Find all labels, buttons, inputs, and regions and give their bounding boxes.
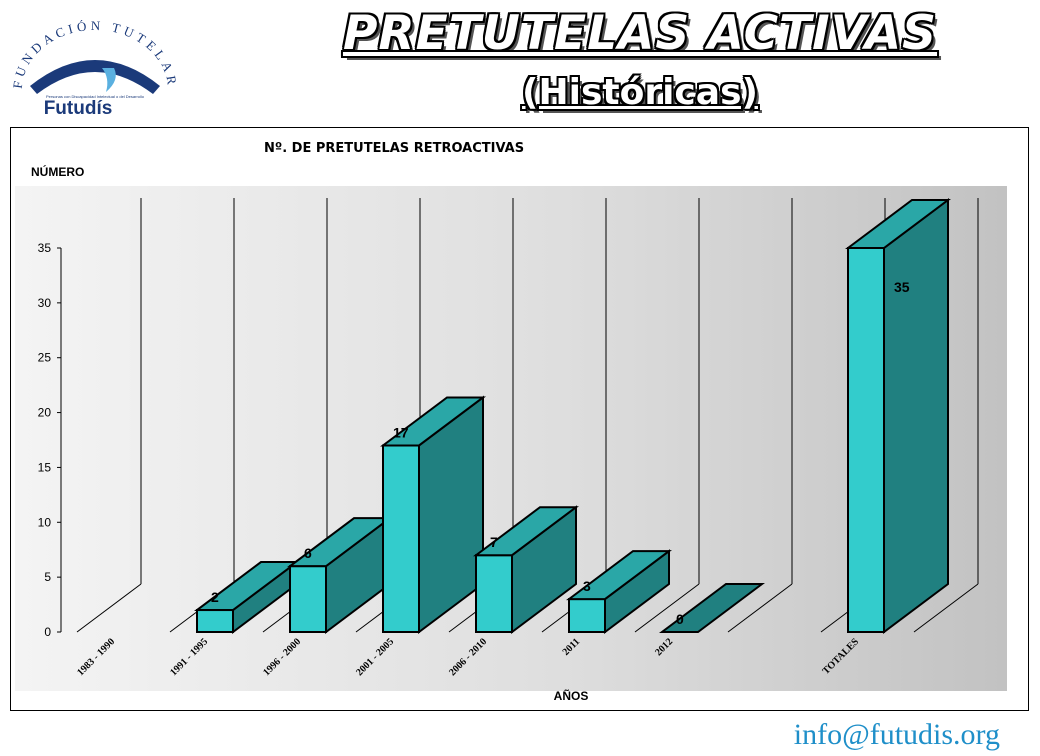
futudis-logo: FUNDACIÓN TUTELAR CASTELLANO LEONESA Per… — [10, 20, 180, 119]
y-tick-label: 20 — [38, 406, 52, 420]
y-tick-label: 15 — [38, 460, 52, 474]
bar-top — [566, 550, 672, 601]
y-tick-label: 10 — [38, 515, 52, 529]
y-axis: 0 5 10 15 20 25 30 35 — [38, 241, 62, 639]
data-label: 7 — [490, 534, 498, 550]
bar-4: 17 — [380, 395, 486, 634]
page-subtitle: (Históricas) — [522, 72, 758, 113]
logo-tagline: Personas con Discapacidad Intelectual o … — [46, 94, 145, 99]
floor-gridline — [913, 583, 979, 633]
x-axis-label: AÑOS — [554, 688, 589, 703]
bar-6: 3 — [566, 549, 672, 634]
contact-email[interactable]: info@futudis.org — [793, 718, 1000, 751]
bar-3: 6 — [287, 516, 393, 634]
bar-top — [473, 506, 579, 557]
data-label: 2 — [211, 589, 219, 605]
bar-5: 7 — [473, 505, 579, 634]
y-tick-label: 30 — [38, 296, 52, 310]
data-label: 35 — [894, 279, 910, 295]
bar-side — [883, 198, 949, 634]
logo-brand: Futudís — [44, 98, 113, 119]
chart-frame: 0 5 10 15 20 25 30 35 2 6 17 7 3 0 35 1983 - 1990 1991… — [10, 127, 1029, 711]
bars: 2 6 17 7 3 0 35 — [194, 198, 951, 634]
floor-gridline — [634, 583, 700, 633]
y-tick-label: 25 — [38, 351, 52, 365]
y-tick-label: 0 — [44, 625, 51, 639]
bar-top — [380, 396, 486, 447]
y-tick-label: 35 — [38, 241, 52, 255]
bar-front — [475, 554, 513, 634]
bar-front — [847, 247, 885, 633]
data-label: 6 — [304, 545, 312, 561]
floor-gridline — [727, 583, 793, 633]
logo-figure-icon — [102, 68, 116, 92]
logo-arc-text: FUNDACIÓN TUTELAR — [10, 20, 176, 89]
bar-7: 0 — [659, 583, 765, 633]
data-label: 17 — [393, 424, 409, 440]
svg-text:FUNDACIÓN TUTELAR: FUNDACIÓN TUTELAR — [10, 20, 180, 89]
bar-front — [382, 444, 420, 633]
bar-front — [289, 565, 327, 633]
bar-front — [568, 598, 606, 634]
bar-top — [845, 199, 951, 249]
chart-title: Nº. DE PRETUTELAS RETROACTIVAS — [264, 141, 524, 156]
bar-top — [659, 583, 765, 633]
y-tick-label: 5 — [44, 570, 51, 584]
data-label: 0 — [676, 611, 684, 627]
bar-front — [196, 609, 234, 633]
page-title: PRETUTELAS ACTIVAS — [342, 6, 938, 61]
y-axis-label: NÚMERO — [31, 164, 84, 179]
bar-2: 2 — [194, 560, 300, 634]
floor-gridline — [76, 583, 142, 633]
data-label: 3 — [583, 578, 591, 594]
bar-9: 35 — [845, 198, 951, 634]
